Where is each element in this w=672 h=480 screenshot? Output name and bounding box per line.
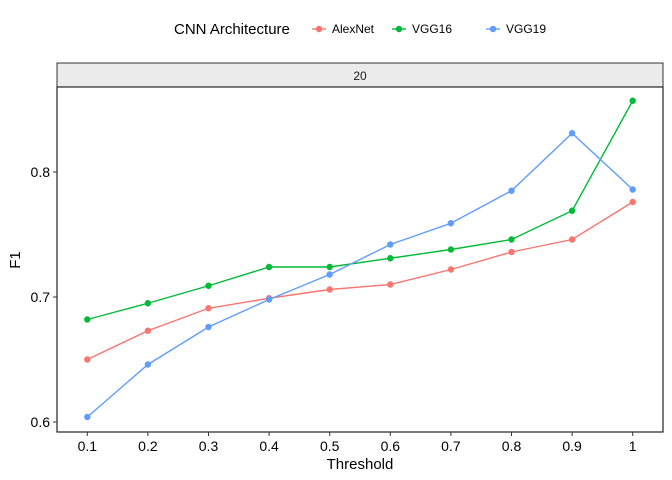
x-tick-label: 0.2 <box>138 438 158 454</box>
x-tick-label: 0.4 <box>259 438 279 454</box>
data-point <box>508 187 515 194</box>
y-tick-label: 0.7 <box>31 289 51 305</box>
data-point <box>265 296 273 303</box>
facet-strip <box>56 62 664 88</box>
data-point <box>326 286 333 293</box>
legend-key-point <box>489 25 497 33</box>
data-point <box>144 327 152 334</box>
series-vgg19 <box>84 130 636 421</box>
x-tick-label: 0.7 <box>441 438 461 454</box>
facet-strip-label: 20 <box>353 69 367 83</box>
x-tick-label: 0.6 <box>381 438 401 454</box>
data-point <box>265 263 273 271</box>
legend-label: VGG19 <box>506 22 546 36</box>
data-point <box>629 198 636 206</box>
x-tick-label: 0.3 <box>199 438 219 454</box>
x-axis-title: Threshold <box>327 456 394 473</box>
legend-key-point <box>315 25 323 33</box>
legend-label: VGG16 <box>412 22 452 36</box>
data-point <box>84 413 91 421</box>
data-point <box>568 236 576 243</box>
data-point <box>447 246 455 253</box>
data-point <box>205 305 212 312</box>
data-point <box>326 263 333 271</box>
legend-item-vgg16: VGG16 <box>392 22 452 36</box>
data-point <box>144 361 152 368</box>
data-point <box>326 271 333 278</box>
series-line <box>86 132 634 418</box>
data-point <box>508 248 515 256</box>
y-tick-label: 0.8 <box>31 164 51 180</box>
data-point <box>387 241 394 248</box>
data-point <box>508 236 515 243</box>
x-tick-label: 0.1 <box>78 438 98 454</box>
data-point <box>84 356 91 363</box>
data-point <box>629 97 636 104</box>
legend: CNN Architecture AlexNet VGG16 VGG19 <box>174 21 546 38</box>
data-point <box>568 130 576 137</box>
data-point <box>84 316 91 323</box>
legend-key-point <box>395 25 403 33</box>
x-tick-label: 0.8 <box>502 438 522 454</box>
data-point <box>568 207 576 214</box>
y-tick-label: 0.6 <box>31 414 51 430</box>
y-axis-title: F1 <box>7 251 24 269</box>
data-point <box>205 282 212 289</box>
x-tick-label: 0.9 <box>562 438 582 454</box>
legend-title: CNN Architecture <box>174 21 290 38</box>
legend-item-alexnet: AlexNet <box>312 22 375 36</box>
data-point <box>387 255 394 262</box>
data-point <box>205 323 212 331</box>
data-point <box>387 281 394 288</box>
series-alexnet <box>84 198 636 363</box>
legend-label: AlexNet <box>332 22 375 36</box>
series-line <box>86 201 634 361</box>
data-point <box>447 220 455 227</box>
x-tick-label: 1 <box>629 438 637 454</box>
x-tick-label: 0.5 <box>320 438 340 454</box>
series-vgg16 <box>84 97 636 323</box>
data-point <box>447 266 455 273</box>
data-point <box>629 186 636 193</box>
data-point <box>144 300 152 307</box>
series-line <box>87 100 634 321</box>
legend-item-vgg19: VGG19 <box>486 22 546 36</box>
